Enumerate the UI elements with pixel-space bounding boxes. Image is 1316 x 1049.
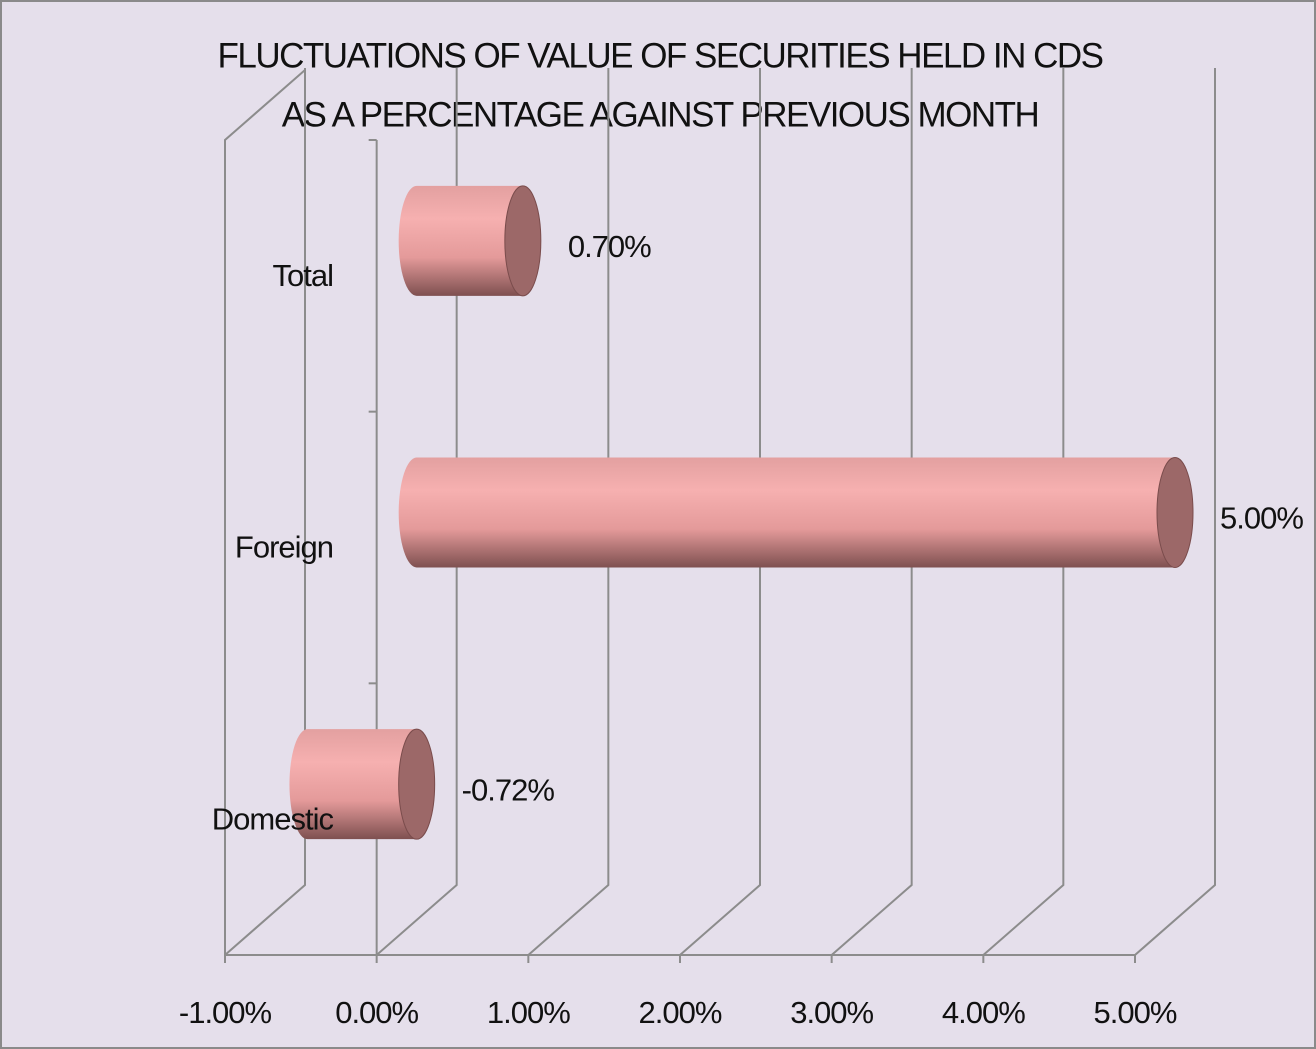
chart-title: FLUCTUATIONS OF VALUE OF SECURITIES HELD… [218,36,1103,75]
data-label: 5.00% [1220,501,1303,536]
bar [398,457,1193,568]
chart-title: AS A PERCENTAGE AGAINST PREVIOUS MONTH [282,95,1039,134]
x-tick-label: 2.00% [639,995,722,1030]
grid-line [527,68,610,956]
x-tick-label: 5.00% [1094,995,1177,1030]
x-tick-label: 4.00% [942,995,1025,1030]
y-tick-label: Total [273,258,333,293]
bar-cap [504,185,542,297]
grid-line [1134,68,1216,956]
bar-cap [398,728,436,840]
data-label: -0.72% [462,772,555,807]
grid-line [831,68,913,956]
grid-line [224,68,306,956]
x-tick-label: 1.00% [487,995,570,1030]
x-tick-label: 3.00% [790,995,873,1030]
grid-line [982,68,1065,956]
bar [289,729,435,840]
bar [398,185,541,296]
y-tick-label: Foreign [235,530,333,565]
data-label: 0.70% [568,229,651,264]
grid-line [679,68,761,956]
side-wall [224,69,306,955]
y-tick-label: Domestic [212,801,334,836]
grid-line [376,68,458,956]
x-tick-label: -1.00% [179,995,272,1030]
bar-cap [1156,457,1194,568]
x-tick-label: 0.00% [335,995,418,1030]
